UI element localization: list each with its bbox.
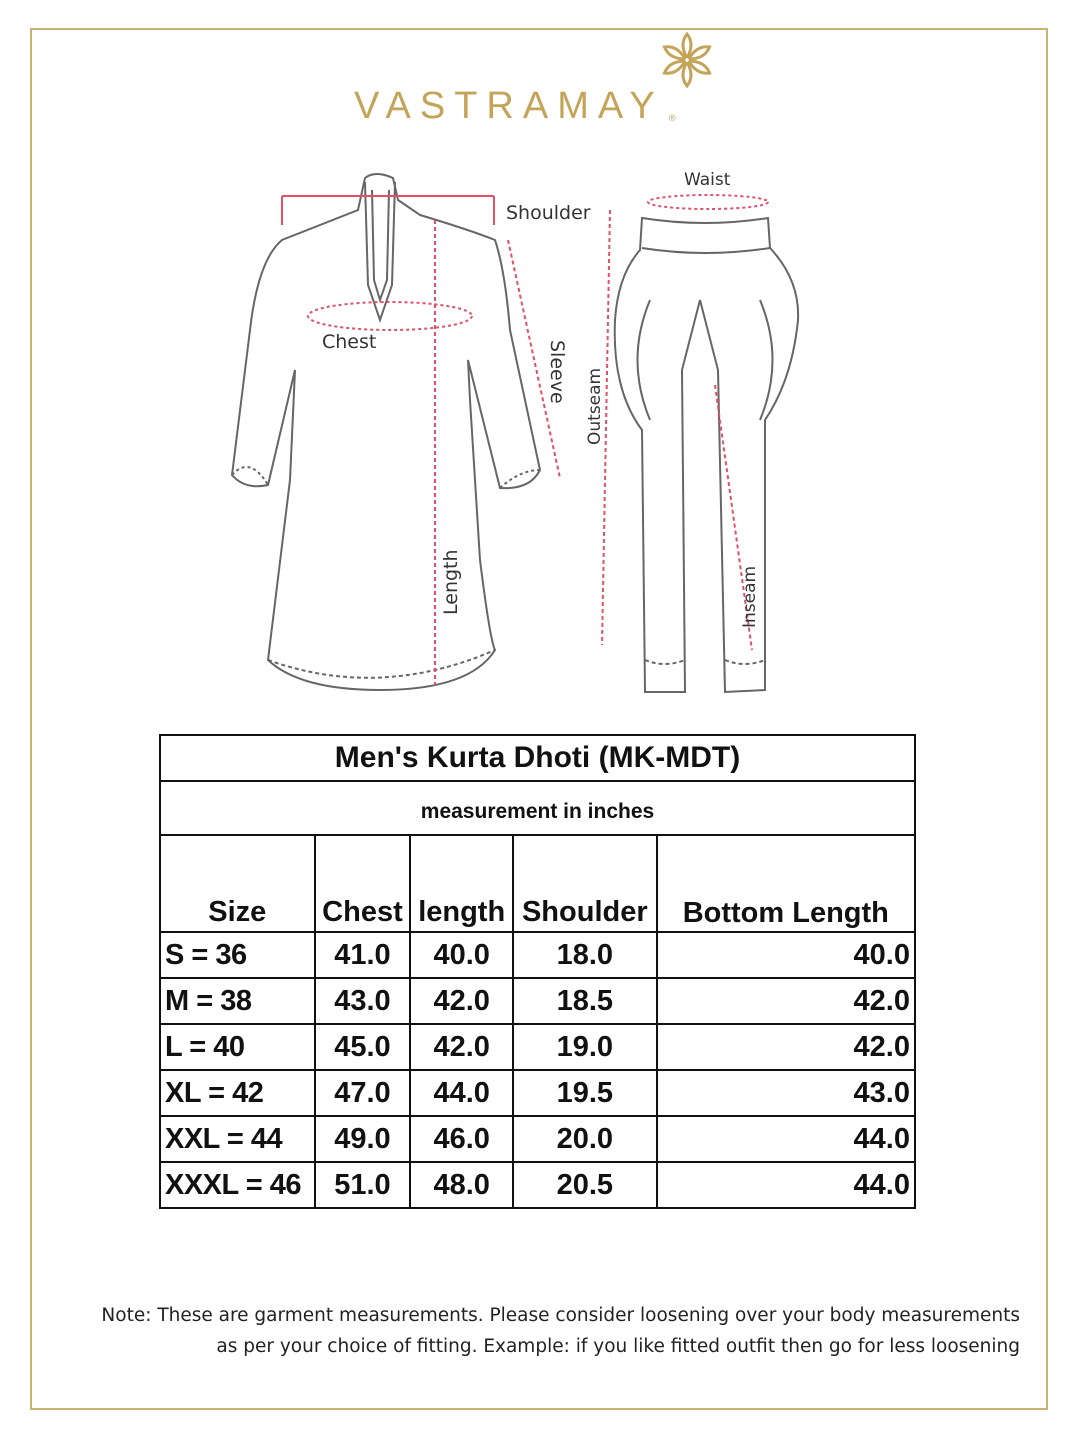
- cell-shoulder: 20.5: [512, 1161, 658, 1209]
- label-outseam: Outseam: [585, 367, 605, 445]
- garment-diagram: [230, 173, 800, 694]
- flower-logo-icon: [660, 31, 714, 88]
- cell-size: XL = 42: [159, 1069, 316, 1117]
- label-shoulder: Shoulder: [506, 202, 591, 224]
- size-table: Men's Kurta Dhoti (MK-MDT) measurement i…: [159, 734, 917, 1209]
- table-row: M = 38 43.0 42.0 18.5 42.0: [159, 977, 917, 1025]
- cell-chest: 47.0: [313, 1069, 412, 1117]
- cell-chest: 43.0: [313, 977, 412, 1025]
- cell-length: 46.0: [409, 1115, 515, 1163]
- dhoti-measure-lines: [601, 194, 769, 651]
- cell-shoulder: 20.0: [512, 1115, 658, 1163]
- table-row: L = 40 45.0 42.0 19.0 42.0: [159, 1023, 917, 1071]
- cell-bottom-length: 42.0: [655, 977, 917, 1025]
- kurta-measure-lines: [281, 195, 561, 685]
- cell-length: 42.0: [409, 977, 515, 1025]
- note-line-2: as per your choice of fitting. Example: …: [216, 1336, 1020, 1357]
- label-length: Length: [440, 549, 462, 615]
- cell-shoulder: 19.5: [512, 1069, 658, 1117]
- kurta-drawing: [230, 173, 542, 692]
- header-size: Size: [159, 834, 316, 933]
- brand-logo-text: VASTRAMAY: [354, 85, 664, 127]
- cell-length: 40.0: [409, 931, 515, 979]
- cell-size: M = 38: [159, 977, 316, 1025]
- cell-size: XXXL = 46: [159, 1161, 316, 1209]
- cell-chest: 45.0: [313, 1023, 412, 1071]
- dhoti-drawing: [613, 216, 800, 694]
- cell-shoulder: 19.0: [512, 1023, 658, 1071]
- header-bottom-length: Bottom Length: [655, 834, 917, 933]
- cell-bottom-length: 40.0: [655, 931, 917, 979]
- cell-length: 42.0: [409, 1023, 515, 1071]
- label-chest: Chest: [322, 331, 377, 353]
- note-text: Note: These are garment measurements. Pl…: [20, 1300, 1020, 1362]
- table-row: XL = 42 47.0 44.0 19.5 43.0: [159, 1069, 917, 1117]
- cell-bottom-length: 44.0: [655, 1161, 917, 1209]
- cell-size: S = 36: [159, 931, 316, 979]
- table-row: XXXL = 46 51.0 48.0 20.5 44.0: [159, 1161, 917, 1209]
- cell-bottom-length: 42.0: [655, 1023, 917, 1071]
- cell-chest: 51.0: [313, 1161, 412, 1209]
- cell-chest: 41.0: [313, 931, 412, 979]
- cell-length: 44.0: [409, 1069, 515, 1117]
- cell-bottom-length: 43.0: [655, 1069, 917, 1117]
- label-sleeve: Sleeve: [546, 340, 568, 404]
- cell-length: 48.0: [409, 1161, 515, 1209]
- cell-chest: 49.0: [313, 1115, 412, 1163]
- gold-frame: [30, 28, 1048, 1410]
- table-subtitle: measurement in inches: [159, 780, 916, 836]
- table-title: Men's Kurta Dhoti (MK-MDT): [159, 734, 916, 782]
- cell-bottom-length: 44.0: [655, 1115, 917, 1163]
- header-length: length: [409, 834, 515, 933]
- header-shoulder: Shoulder: [512, 834, 658, 933]
- label-inseam: Inseam: [740, 565, 760, 628]
- label-waist: Waist: [684, 170, 731, 190]
- cell-size: L = 40: [159, 1023, 316, 1071]
- note-line-1: Note: These are garment measurements. Pl…: [101, 1305, 1020, 1326]
- header-chest: Chest: [313, 834, 412, 933]
- cell-shoulder: 18.0: [512, 931, 658, 979]
- table-header-row: Size Chest length Shoulder Bottom Length: [159, 834, 917, 933]
- table-row: XXL = 44 49.0 46.0 20.0 44.0: [159, 1115, 917, 1163]
- cell-shoulder: 18.5: [512, 977, 658, 1025]
- table-row: S = 36 41.0 40.0 18.0 40.0: [159, 931, 917, 979]
- registered-mark: ®: [667, 114, 677, 124]
- cell-size: XXL = 44: [159, 1115, 316, 1163]
- brand-logo: VASTRAMAY ®: [354, 84, 677, 128]
